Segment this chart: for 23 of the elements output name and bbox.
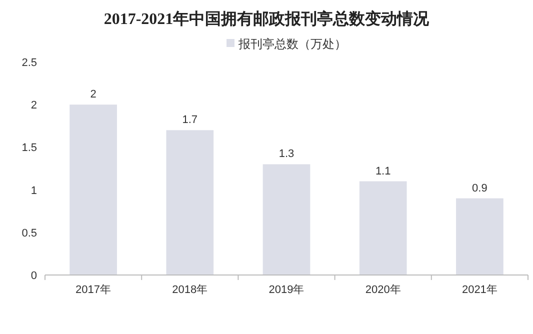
data-label: 1.3 <box>278 148 294 160</box>
x-tick-label: 2020年 <box>365 284 401 296</box>
data-label: 1.7 <box>182 114 198 126</box>
bar <box>166 130 214 275</box>
bar <box>359 181 407 275</box>
legend-label: 报刊亭总数（万处） <box>238 37 346 51</box>
data-label: 1.1 <box>375 165 391 178</box>
y-tick-label: 0.5 <box>22 227 37 240</box>
bar <box>70 104 117 275</box>
x-tick-label: 2021年 <box>462 284 498 296</box>
y-tick-label: 1 <box>30 184 37 197</box>
y-tick-label: 2.5 <box>22 57 37 69</box>
y-tick-label: 2 <box>30 100 37 112</box>
data-label: 2 <box>90 88 96 101</box>
y-tick-label: 1.5 <box>22 142 37 154</box>
chart-title: 2017-2021年中国拥有邮政报刊亭总数变动情况 <box>104 9 430 28</box>
y-tick-label: 0 <box>30 270 37 282</box>
data-label: 0.9 <box>472 182 488 194</box>
x-tick-label: 2018年 <box>172 284 208 296</box>
x-tick-label: 2017年 <box>76 284 112 296</box>
x-tick-label: 2019年 <box>268 284 304 296</box>
bar <box>456 198 504 275</box>
bar <box>262 164 310 275</box>
